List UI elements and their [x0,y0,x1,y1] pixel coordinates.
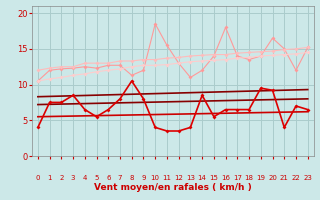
X-axis label: Vent moyen/en rafales ( km/h ): Vent moyen/en rafales ( km/h ) [94,183,252,192]
